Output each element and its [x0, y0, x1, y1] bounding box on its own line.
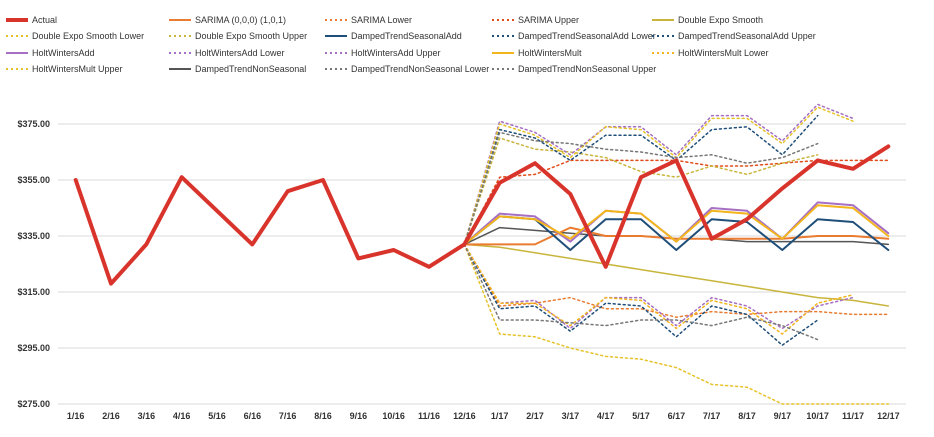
- x-tick-label: 1/16: [67, 411, 85, 421]
- x-tick-label: 4/16: [173, 411, 191, 421]
- x-tick-label: 11/16: [418, 411, 440, 421]
- legend-item-actual: Actual: [6, 15, 57, 25]
- legend-label: Double Expo Smooth Upper: [195, 31, 307, 41]
- y-tick-label: $355.00: [17, 175, 50, 185]
- legend-item-dampedtrendseasonaladd-lower: DampedTrendSeasonalAdd Lower: [492, 31, 656, 41]
- series-line-holtwintersadd-lower: [463, 243, 854, 330]
- x-axis: 1/16 2/16 3/16 4/16 5/16 6/16 7/16 8/16 9/16 10/1…: [67, 411, 900, 421]
- legend-label: HoltWintersAdd Upper: [351, 48, 441, 58]
- legend-item-dampedtrendnonseasonal-lower: DampedTrendNonSeasonal Lower: [325, 64, 489, 74]
- legend-label: DampedTrendNonSeasonal: [195, 64, 306, 74]
- x-tick-label: 5/17: [632, 411, 650, 421]
- x-tick-label: 9/17: [774, 411, 792, 421]
- x-tick-label: 2/16: [102, 411, 120, 421]
- legend-item-sarima-upper: SARIMA Upper: [492, 15, 579, 25]
- legend-item-dampedtrendnonseasonal: DampedTrendNonSeasonal: [169, 64, 306, 74]
- y-tick-label: $335.00: [17, 231, 50, 241]
- series-line-double-expo-smooth-lower: [463, 243, 890, 405]
- legend-label: DampedTrendNonSeasonal Lower: [351, 64, 489, 74]
- legend-item-holtwintersadd: HoltWintersAdd: [6, 48, 95, 58]
- legend-label: DampedTrendSeasonalAdd: [351, 31, 462, 41]
- legend-label: HoltWintersMult Lower: [678, 48, 769, 58]
- y-axis: $275.00 $295.00 $315.00 $335.00 $355.00 $375.…: [17, 119, 50, 409]
- legend-label: DampedTrendNonSeasonal Upper: [518, 64, 656, 74]
- legend-item-dampedtrendseasonaladd: DampedTrendSeasonalAdd: [325, 31, 462, 41]
- gridlines: [58, 123, 906, 405]
- x-tick-label: 11/17: [842, 411, 864, 421]
- x-tick-label: 12/16: [453, 411, 476, 421]
- legend-label: Actual: [32, 15, 57, 25]
- legend-item-sarima-lower: SARIMA Lower: [325, 15, 412, 25]
- legend-label: DampedTrendSeasonalAdd Lower: [518, 31, 656, 41]
- legend-item-holtwintersmult-lower: HoltWintersMult Lower: [652, 48, 769, 58]
- x-tick-label: 10/16: [382, 411, 405, 421]
- legend-label: Double Expo Smooth: [678, 15, 763, 25]
- legend-label: SARIMA (0,0,0) (1,0,1): [195, 15, 286, 25]
- legend-item-double-expo-smooth-upper: Double Expo Smooth Upper: [169, 31, 307, 41]
- legend-label: SARIMA Lower: [351, 15, 412, 25]
- series-line-sarima-lower: [463, 243, 890, 318]
- series-line-double-expo-smooth-upper: [463, 137, 819, 246]
- x-tick-label: 7/17: [703, 411, 721, 421]
- legend-item-holtwintersmult-upper: HoltWintersMult Upper: [6, 64, 123, 74]
- legend-label: HoltWintersAdd: [32, 48, 95, 58]
- legend-item-dampedtrendnonseasonal-upper: DampedTrendNonSeasonal Upper: [492, 64, 656, 74]
- series-layer: [73, 103, 891, 405]
- legend-label: DampedTrendSeasonalAdd Upper: [678, 31, 816, 41]
- y-tick-label: $375.00: [17, 119, 50, 129]
- legend-label: HoltWintersMult: [518, 48, 582, 58]
- series-line-holtwintersmult-upper: [463, 106, 854, 246]
- x-tick-label: 10/17: [806, 411, 829, 421]
- legend-label: Double Expo Smooth Lower: [32, 31, 144, 41]
- y-tick-label: $275.00: [17, 399, 50, 409]
- series-line-dampedtrendseasonaladd-upper: [463, 114, 819, 246]
- legend: Actual SARIMA (0,0,0) (1,0,1) SARIMA Lower…: [6, 15, 816, 74]
- x-tick-label: 6/17: [668, 411, 686, 421]
- legend-item-double-expo-smooth: Double Expo Smooth: [652, 15, 763, 25]
- x-tick-label: 2/17: [526, 411, 544, 421]
- legend-item-holtwintersmult: HoltWintersMult: [492, 48, 582, 58]
- series-line-dampedtrendnonseasonal-lower: [463, 243, 819, 341]
- legend-label: HoltWintersAdd Lower: [195, 48, 285, 58]
- series-line-holtwintersadd-upper: [463, 103, 854, 246]
- x-tick-label: 4/17: [597, 411, 615, 421]
- x-tick-label: 6/16: [244, 411, 262, 421]
- x-tick-label: 3/16: [138, 411, 156, 421]
- x-tick-label: 9/16: [350, 411, 368, 421]
- legend-item-holtwintersadd-upper: HoltWintersAdd Upper: [325, 48, 441, 58]
- y-tick-label: $295.00: [17, 343, 50, 353]
- legend-item-holtwintersadd-lower: HoltWintersAdd Lower: [169, 48, 285, 58]
- legend-label: HoltWintersMult Upper: [32, 64, 123, 74]
- x-tick-label: 7/16: [279, 411, 297, 421]
- y-tick-label: $315.00: [17, 287, 50, 297]
- x-tick-label: 8/16: [314, 411, 332, 421]
- legend-item-double-expo-smooth-lower: Double Expo Smooth Lower: [6, 31, 144, 41]
- series-line-dampedtrendseasonaladd-lower: [463, 243, 819, 346]
- x-tick-label: 5/16: [208, 411, 226, 421]
- x-tick-label: 12/17: [877, 411, 900, 421]
- legend-label: SARIMA Upper: [518, 15, 579, 25]
- series-line-actual: [73, 144, 891, 286]
- legend-item-sarima-0-0-0-1-0-1: SARIMA (0,0,0) (1,0,1): [169, 15, 286, 25]
- legend-item-dampedtrendseasonaladd-upper: DampedTrendSeasonalAdd Upper: [652, 31, 816, 41]
- x-tick-label: 8/17: [738, 411, 756, 421]
- series-line-dampedtrendnonseasonal-upper: [463, 131, 819, 246]
- x-tick-label: 3/17: [562, 411, 580, 421]
- x-tick-label: 1/17: [491, 411, 509, 421]
